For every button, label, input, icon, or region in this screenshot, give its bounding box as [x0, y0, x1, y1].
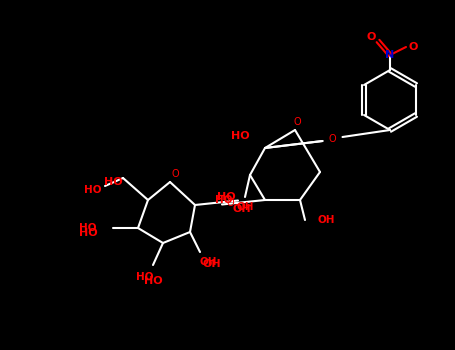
Text: HO: HO: [232, 131, 250, 141]
Text: HO: HO: [215, 195, 233, 205]
Text: HO: HO: [79, 228, 97, 238]
Text: OH: OH: [202, 259, 221, 269]
Text: HO: HO: [84, 185, 102, 195]
Text: O: O: [226, 197, 234, 208]
Text: OH: OH: [318, 215, 335, 225]
Text: O: O: [329, 134, 336, 144]
Text: O: O: [408, 42, 418, 52]
Text: OH: OH: [199, 257, 217, 267]
Text: HO: HO: [217, 192, 236, 202]
Text: HO: HO: [104, 177, 122, 187]
Text: OH: OH: [236, 202, 254, 212]
Text: O: O: [366, 32, 376, 42]
Text: N: N: [385, 50, 394, 60]
Text: HO: HO: [136, 272, 154, 282]
Text: O: O: [171, 169, 179, 179]
Text: O: O: [293, 117, 301, 127]
Text: HO: HO: [144, 276, 162, 286]
Text: OH: OH: [233, 204, 251, 214]
Text: HO: HO: [79, 223, 96, 233]
